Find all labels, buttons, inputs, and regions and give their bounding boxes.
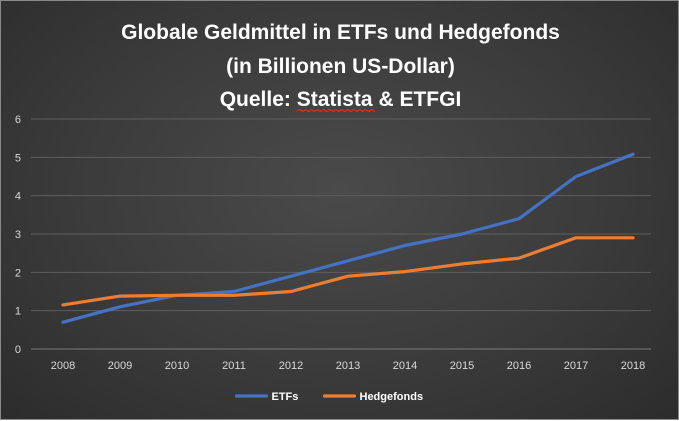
chart-source-line: Quelle: Statista & ETFGI: [220, 88, 462, 111]
source-name: Statista: [297, 88, 373, 111]
x-tick-label: 2011: [222, 360, 246, 372]
series-lines: [61, 152, 635, 324]
legend-label-hedgefonds: Hedgefonds: [360, 391, 424, 403]
legend-label-etfs: ETFs: [272, 391, 299, 403]
y-tick-label: 6: [15, 114, 21, 126]
x-tick-label: 2008: [51, 360, 75, 372]
chart-title-line-1: Globale Geldmittel in ETFs und Hedgefond…: [121, 21, 560, 44]
y-tick-label: 0: [15, 344, 21, 356]
x-axis-ticks: 2008 2009 2010 2011 2012 2013 2014 2015 2016 2017…: [51, 360, 645, 372]
gridlines: [31, 118, 651, 350]
y-tick-label: 4: [15, 191, 21, 203]
x-tick-label: 2013: [336, 360, 360, 372]
x-tick-label: 2009: [108, 360, 132, 372]
x-tick-label: 2018: [621, 360, 645, 372]
x-tick-label: 2016: [507, 360, 531, 372]
y-tick-label: 3: [15, 229, 21, 241]
legend: ETFs Hedgefonds: [234, 391, 424, 403]
chart-title-line-2: (in Billionen US-Dollar): [226, 55, 455, 78]
x-tick-label: 2012: [279, 360, 303, 372]
x-tick-label: 2014: [393, 360, 417, 372]
x-tick-label: 2015: [450, 360, 474, 372]
series-line-hedgefonds: [61, 236, 635, 307]
y-tick-label: 2: [15, 267, 21, 279]
source-prefix: Quelle:: [220, 88, 297, 111]
x-tick-label: 2017: [564, 360, 588, 372]
source-underline: [296, 108, 376, 113]
y-tick-label: 1: [15, 306, 21, 318]
y-axis-ticks: 0 1 2 3 4 5 6: [15, 114, 21, 356]
series-line-etfs: [61, 152, 635, 324]
source-suffix: & ETFGI: [373, 88, 462, 111]
x-tick-label: 2010: [165, 360, 189, 372]
y-tick-label: 5: [15, 152, 21, 164]
